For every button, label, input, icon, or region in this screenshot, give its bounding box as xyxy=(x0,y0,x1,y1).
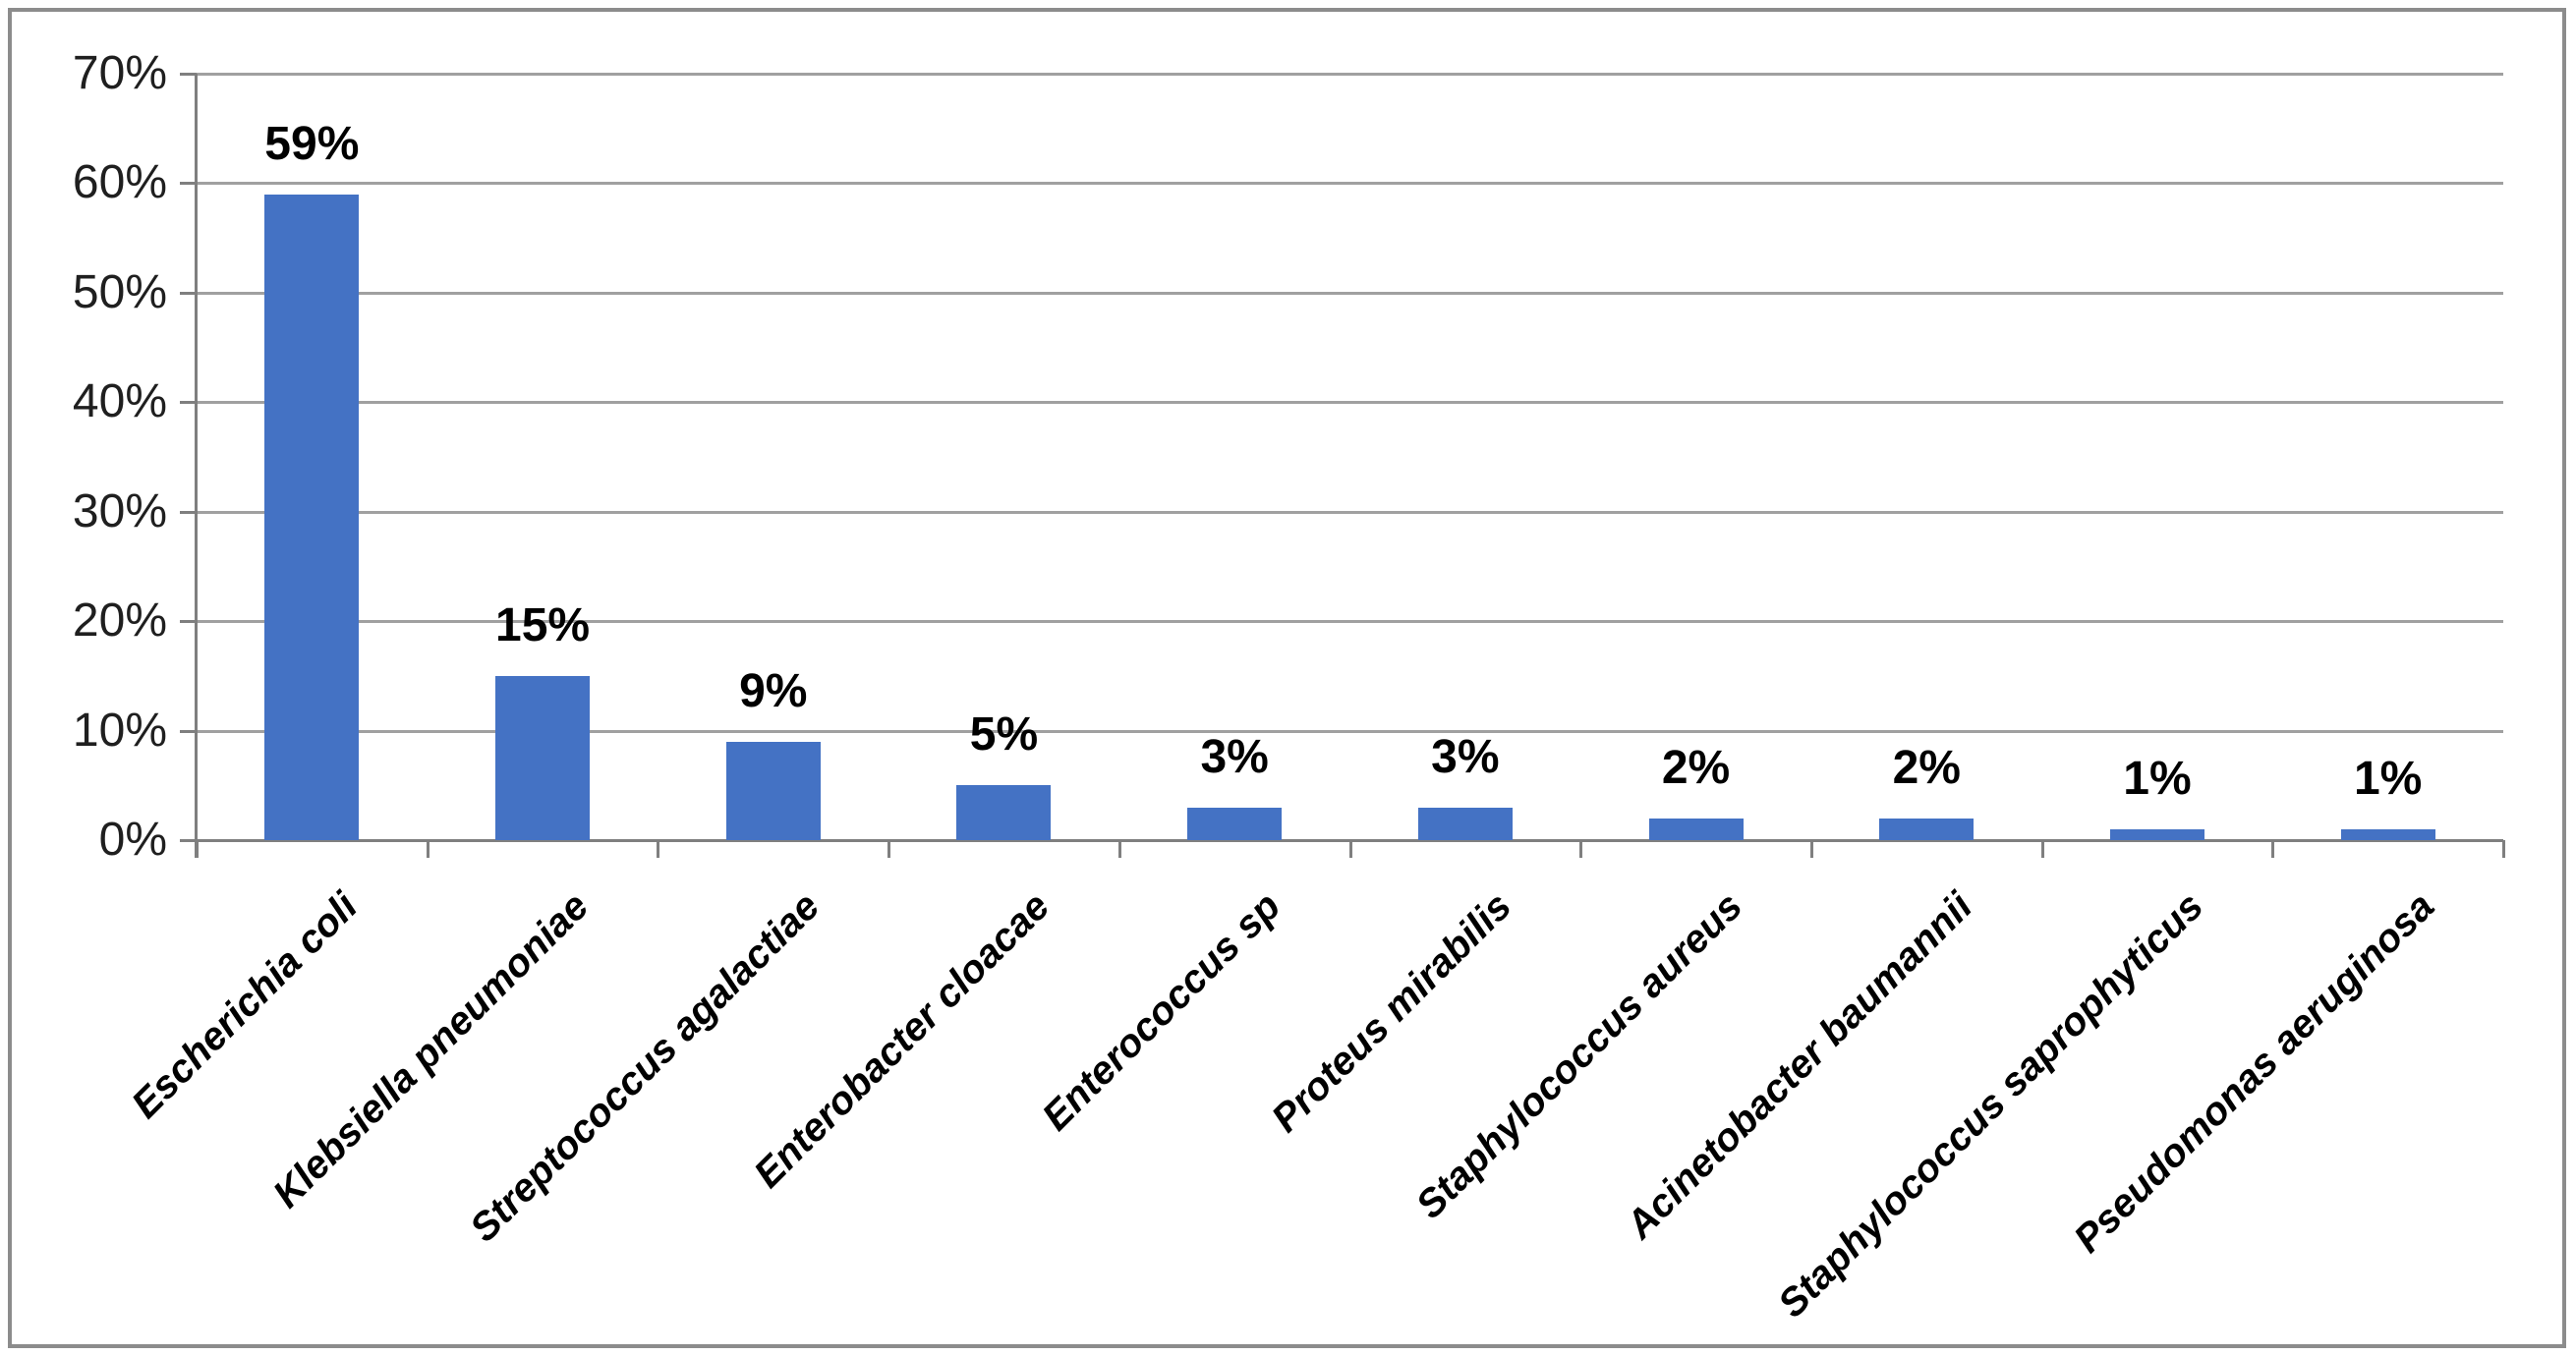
bar-value-label: 15% xyxy=(495,598,591,651)
gridline xyxy=(197,620,2503,624)
gridline xyxy=(197,401,2503,405)
x-axis-tick xyxy=(1117,840,1121,858)
x-axis-line xyxy=(195,839,2503,842)
bar xyxy=(495,675,591,840)
bar-value-label: 5% xyxy=(969,708,1039,762)
x-axis-tick xyxy=(2040,840,2044,858)
y-axis-tick xyxy=(180,73,197,76)
gridline xyxy=(197,510,2503,514)
bar-value-label: 9% xyxy=(739,664,808,717)
y-axis-tick-label: 0% xyxy=(98,814,167,866)
gridline xyxy=(197,73,2503,76)
y-axis-line xyxy=(195,74,198,858)
bar-value-label: 1% xyxy=(2353,752,2423,805)
bar xyxy=(1417,807,1513,840)
x-axis-tick xyxy=(426,840,429,858)
y-axis-tick xyxy=(180,401,197,405)
bar-value-label: 1% xyxy=(2123,752,2192,805)
bar xyxy=(2109,828,2204,840)
x-axis-tick xyxy=(1579,840,1583,858)
x-axis-tick xyxy=(1348,840,1352,858)
chart-border-frame xyxy=(8,8,2566,1348)
y-axis-tick xyxy=(180,510,197,514)
y-axis-tick xyxy=(180,620,197,624)
y-axis-tick-label: 30% xyxy=(72,484,167,537)
y-axis-tick xyxy=(180,182,197,186)
x-axis-tick xyxy=(2271,840,2275,858)
gridline xyxy=(197,182,2503,186)
bar-value-label: 3% xyxy=(1200,730,1269,783)
y-axis-tick-label: 40% xyxy=(72,375,167,428)
y-axis-tick-label: 70% xyxy=(72,47,167,99)
y-axis-tick xyxy=(180,839,197,842)
y-axis-tick xyxy=(180,729,197,733)
bar xyxy=(264,194,360,840)
bar xyxy=(956,785,1052,840)
y-axis-tick-label: 60% xyxy=(72,156,167,209)
y-axis-tick-label: 50% xyxy=(72,265,167,318)
bar xyxy=(1879,818,1975,840)
bar xyxy=(1648,818,1744,840)
y-axis-tick xyxy=(180,291,197,295)
gridline xyxy=(197,729,2503,733)
bar xyxy=(725,741,821,840)
gridline xyxy=(197,291,2503,295)
y-axis-tick-label: 10% xyxy=(72,704,167,757)
bar-value-label: 59% xyxy=(264,117,360,170)
bar-value-label: 2% xyxy=(1661,741,1731,794)
x-axis-tick xyxy=(887,840,891,858)
bar-value-label: 3% xyxy=(1431,730,1500,783)
x-axis-tick xyxy=(2502,840,2505,858)
y-axis-tick-label: 20% xyxy=(72,594,167,648)
bar xyxy=(2340,828,2435,840)
x-axis-tick xyxy=(657,840,660,858)
x-axis-tick xyxy=(1809,840,1813,858)
bar xyxy=(1187,807,1283,840)
bar-value-label: 2% xyxy=(1892,741,1961,794)
